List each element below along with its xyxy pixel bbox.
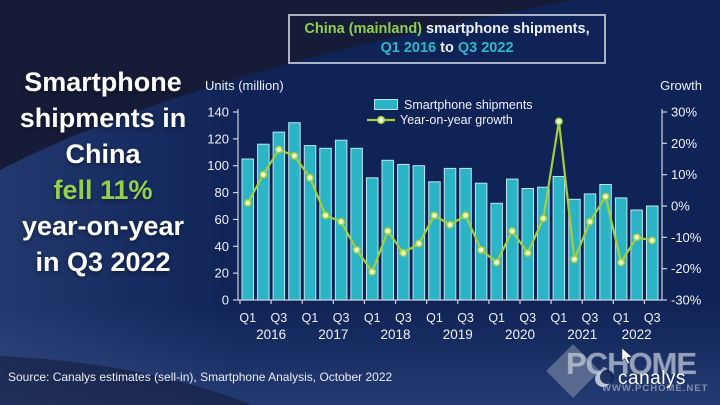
svg-text:-10%: -10% — [671, 230, 702, 245]
svg-text:Q1: Q1 — [488, 311, 505, 325]
svg-text:Q3: Q3 — [395, 311, 412, 325]
svg-text:Q1: Q1 — [613, 311, 630, 325]
pchome-logo-text: PCHOME — [566, 346, 697, 381]
left-axis-title: Units (million) — [205, 78, 284, 93]
canalys-logo: canalys — [594, 368, 686, 390]
canalys-logo-text: canalys — [618, 368, 686, 389]
svg-text:Q3: Q3 — [457, 311, 474, 325]
svg-text:2019: 2019 — [443, 327, 473, 342]
svg-text:60: 60 — [215, 212, 229, 227]
svg-text:30%: 30% — [671, 105, 697, 120]
headline-line: in Q3 2022 — [35, 247, 171, 277]
legend-item-shipments: Smartphone shipments — [366, 97, 533, 112]
svg-text:Q1: Q1 — [426, 311, 443, 325]
svg-text:Q3: Q3 — [582, 311, 599, 325]
headline: Smartphone shipments in China fell 11% y… — [0, 64, 206, 280]
headline-line: year-on-year — [21, 211, 185, 241]
chart-title-box: China (mainland) smartphone shipments, Q… — [288, 14, 606, 64]
svg-text:140: 140 — [207, 105, 229, 120]
svg-text:20: 20 — [215, 266, 229, 281]
cursor-icon — [621, 348, 633, 364]
svg-text:Q3: Q3 — [333, 311, 350, 325]
svg-text:2018: 2018 — [381, 327, 411, 342]
svg-text:Q1: Q1 — [302, 311, 319, 325]
legend-label: Smartphone shipments — [404, 97, 533, 112]
svg-text:-30%: -30% — [671, 293, 702, 308]
headline-line: shipments in — [19, 103, 187, 133]
headline-line: China — [65, 139, 141, 169]
pchome-watermark: PCHOME WWW.PCHOME.NET canalys — [546, 340, 720, 405]
source-note: Source: Canalys estimates (sell-in), Sma… — [8, 370, 393, 384]
svg-text:0: 0 — [222, 293, 229, 308]
svg-text:-20%: -20% — [671, 261, 702, 276]
svg-text:2017: 2017 — [318, 327, 348, 342]
right-axis-title: Growth — [660, 78, 702, 93]
svg-text:20%: 20% — [671, 136, 697, 151]
svg-text:2021: 2021 — [567, 327, 597, 342]
chart-title-line1: China (mainland) smartphone shipments, — [304, 21, 590, 37]
headline-highlight: fell 11% — [53, 175, 153, 205]
svg-text:40: 40 — [215, 239, 229, 254]
svg-text:Q3: Q3 — [519, 311, 536, 325]
svg-text:Q1: Q1 — [364, 311, 381, 325]
svg-text:0%: 0% — [671, 199, 690, 214]
legend-item-growth: Year-on-year growth — [366, 112, 533, 127]
chart-title-line2: Q1 2016 to Q3 2022 — [380, 40, 514, 56]
svg-text:Q1: Q1 — [551, 311, 568, 325]
canalys-crescent-icon — [595, 370, 614, 387]
svg-text:2016: 2016 — [256, 327, 286, 342]
svg-text:2020: 2020 — [505, 327, 535, 342]
bar-swatch-icon — [374, 99, 398, 110]
svg-text:100: 100 — [207, 158, 229, 173]
headline-line: Smartphone — [24, 67, 182, 97]
chart-legend: Smartphone shipments Year-on-year growth — [366, 97, 533, 127]
svg-text:Q3: Q3 — [271, 311, 288, 325]
svg-text:80: 80 — [215, 185, 229, 200]
pchome-url-text: WWW.PCHOME.NET — [602, 383, 709, 394]
svg-text:Q3: Q3 — [644, 311, 661, 325]
svg-text:Q1: Q1 — [239, 311, 256, 325]
legend-label: Year-on-year growth — [400, 112, 513, 127]
svg-text:2022: 2022 — [622, 327, 652, 342]
svg-text:120: 120 — [207, 131, 229, 146]
line-swatch-icon — [367, 115, 395, 124]
svg-text:10%: 10% — [671, 167, 697, 182]
